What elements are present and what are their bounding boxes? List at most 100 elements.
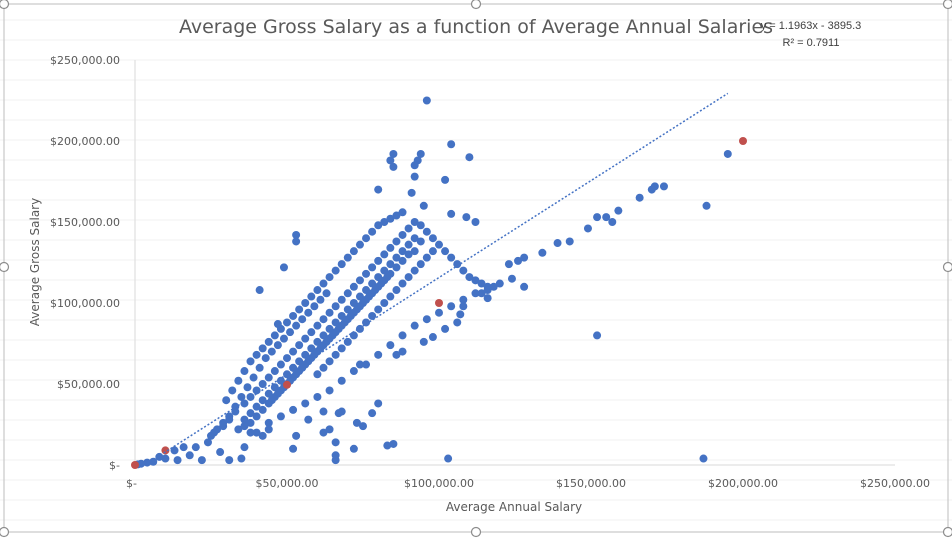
data-point — [359, 299, 367, 307]
data-point — [420, 202, 428, 210]
data-point — [304, 309, 312, 317]
data-point — [304, 357, 312, 365]
data-point — [280, 263, 288, 271]
data-point — [307, 293, 315, 301]
data-point — [253, 386, 261, 394]
data-point — [362, 270, 370, 278]
resize-handle-top-center[interactable] — [472, 0, 481, 9]
data-point — [429, 333, 437, 341]
resize-handle-top-right[interactable] — [944, 0, 952, 9]
data-point — [344, 289, 352, 297]
data-point — [496, 280, 504, 288]
data-point — [429, 234, 437, 242]
data-point — [338, 377, 346, 385]
data-point — [392, 263, 400, 271]
data-point — [301, 299, 309, 307]
y-axis-title: Average Gross Salary — [28, 198, 42, 326]
data-point — [447, 210, 455, 218]
resize-handle-bottom-center[interactable] — [472, 528, 481, 537]
data-point — [441, 176, 449, 184]
data-point — [405, 273, 413, 281]
data-point — [399, 331, 407, 339]
data-point — [344, 254, 352, 262]
data-point — [356, 276, 364, 284]
data-point — [295, 341, 303, 349]
data-point — [405, 224, 413, 232]
data-point — [699, 455, 707, 463]
data-point — [350, 247, 358, 255]
data-point — [292, 237, 300, 245]
data-point — [614, 207, 622, 215]
data-point — [554, 239, 562, 247]
data-point — [207, 432, 215, 440]
y-tick-label: $150,000.00 — [50, 216, 120, 229]
data-point — [292, 322, 300, 330]
data-point — [447, 254, 455, 262]
data-point — [423, 254, 431, 262]
data-point — [298, 315, 306, 323]
data-point — [259, 406, 267, 414]
data-point — [213, 425, 221, 433]
data-point — [386, 341, 394, 349]
data-point — [374, 399, 382, 407]
data-point — [389, 163, 397, 171]
x-tick-label: $50,000.00 — [256, 477, 319, 490]
data-point — [286, 328, 294, 336]
data-point — [380, 250, 388, 258]
data-point — [362, 361, 370, 369]
y-tick-label: $200,000.00 — [50, 135, 120, 148]
x-tick-label: $150,000.00 — [556, 477, 626, 490]
data-point — [240, 443, 248, 451]
data-point — [374, 257, 382, 265]
data-point — [456, 310, 464, 318]
data-point — [198, 456, 206, 464]
data-point — [307, 328, 315, 336]
data-point — [362, 234, 370, 242]
data-point — [265, 374, 273, 382]
resize-handle-top-left[interactable] — [0, 0, 9, 9]
data-point — [247, 393, 255, 401]
data-point — [423, 97, 431, 105]
data-point — [316, 296, 324, 304]
resize-handle-middle-right[interactable] — [944, 263, 952, 272]
highlight-data-point — [283, 381, 291, 389]
data-point — [386, 293, 394, 301]
data-point — [247, 419, 255, 427]
data-point — [323, 338, 331, 346]
data-point — [292, 370, 300, 378]
data-point — [155, 453, 163, 461]
data-point — [192, 443, 200, 451]
resize-handle-bottom-right[interactable] — [944, 528, 952, 537]
data-point — [435, 241, 443, 249]
data-point — [350, 445, 358, 453]
data-point — [593, 213, 601, 221]
data-point — [313, 370, 321, 378]
data-point — [274, 390, 282, 398]
y-tick-label: $- — [109, 459, 120, 472]
data-point — [225, 456, 233, 464]
data-point — [289, 445, 297, 453]
data-point — [441, 325, 449, 333]
data-point — [174, 456, 182, 464]
resize-handle-bottom-left[interactable] — [0, 528, 9, 537]
data-point — [259, 380, 267, 388]
data-point — [392, 286, 400, 294]
data-point — [368, 228, 376, 236]
resize-handle-middle-left[interactable] — [0, 263, 9, 272]
data-point — [310, 351, 318, 359]
x-tick-label: $100,000.00 — [404, 477, 474, 490]
data-point — [277, 412, 285, 420]
data-point — [447, 302, 455, 310]
data-point — [338, 296, 346, 304]
data-point — [228, 386, 236, 394]
highlight-data-point — [435, 299, 443, 307]
data-point — [462, 213, 470, 221]
data-point — [374, 305, 382, 313]
data-point — [289, 348, 297, 356]
data-point — [247, 357, 255, 365]
data-point — [538, 249, 546, 257]
data-point — [465, 153, 473, 161]
data-point — [222, 396, 230, 404]
